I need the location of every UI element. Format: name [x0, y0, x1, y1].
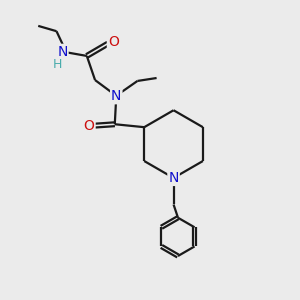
- Text: N: N: [57, 45, 68, 59]
- Text: N: N: [111, 89, 122, 103]
- Text: H: H: [53, 58, 62, 71]
- Text: N: N: [168, 171, 179, 185]
- Text: O: O: [108, 35, 119, 50]
- Text: O: O: [84, 119, 94, 133]
